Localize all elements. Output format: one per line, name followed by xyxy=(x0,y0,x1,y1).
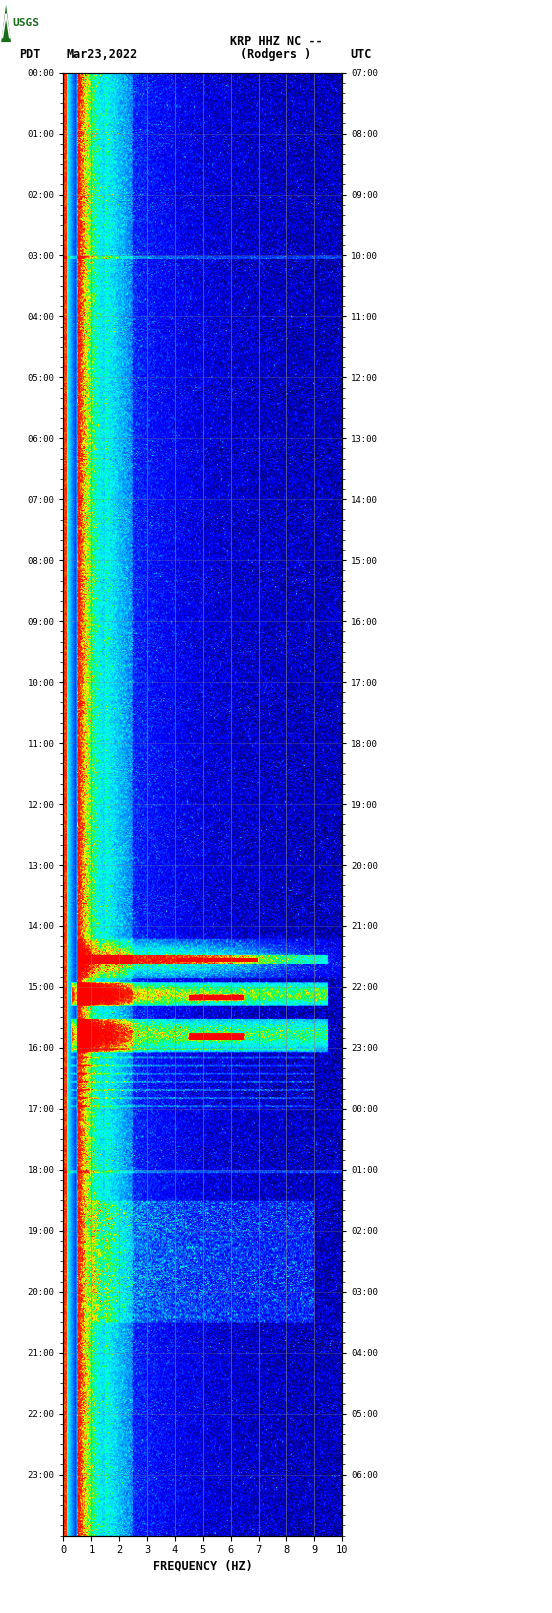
Text: UTC: UTC xyxy=(351,48,372,61)
Text: PDT: PDT xyxy=(19,48,41,61)
Polygon shape xyxy=(1,5,11,42)
Text: (Rodgers ): (Rodgers ) xyxy=(240,48,312,61)
X-axis label: FREQUENCY (HZ): FREQUENCY (HZ) xyxy=(153,1560,253,1573)
Text: Mar23,2022: Mar23,2022 xyxy=(66,48,137,61)
Text: KRP HHZ NC --: KRP HHZ NC -- xyxy=(230,35,322,48)
Text: USGS: USGS xyxy=(12,18,39,29)
